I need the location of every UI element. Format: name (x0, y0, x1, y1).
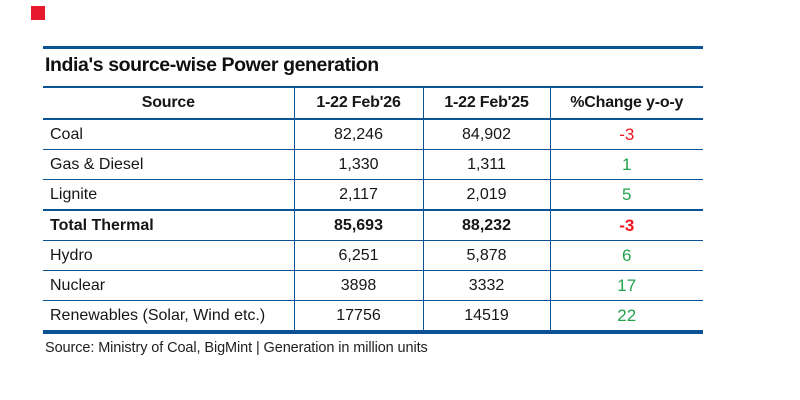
table-row: Nuclear 3898 3332 17 (43, 270, 703, 301)
table-header-row: Source 1-22 Feb'26 1-22 Feb'25 %Change y… (43, 87, 703, 120)
cell-change: 1 (549, 149, 703, 180)
cell-source: Hydro (43, 240, 294, 271)
cell-feb26: 3898 (293, 270, 423, 301)
table-row: Renewables (Solar, Wind etc.) 17756 14519 2… (43, 300, 703, 332)
cell-source: Gas & Diesel (43, 149, 294, 180)
column-header-feb26: 1-22 Feb'26 (293, 87, 423, 120)
cell-source: Total Thermal (43, 209, 294, 241)
cell-feb25: 88,232 (422, 209, 550, 241)
power-generation-table: Source 1-22 Feb'26 1-22 Feb'25 %Change y… (43, 86, 703, 334)
page-title: India's source-wise Power generation (45, 54, 379, 76)
cell-source: Lignite (43, 179, 294, 210)
column-header-feb25: 1-22 Feb'25 (422, 87, 550, 120)
cell-feb26: 6,251 (293, 240, 423, 271)
table-body: Coal 82,246 84,902 -3 Gas & Diesel 1,330 1,311… (43, 119, 703, 332)
table-row: Total Thermal 85,693 88,232 -3 (43, 209, 703, 241)
cell-feb25: 1,311 (422, 149, 550, 180)
cell-feb26: 82,246 (293, 119, 423, 150)
cell-feb25: 2,019 (422, 179, 550, 210)
cell-source: Nuclear (43, 270, 294, 301)
source-note: Source: Ministry of Coal, BigMint | Gene… (45, 340, 428, 356)
infographic-sheet: India's source-wise Power generation Sou… (43, 46, 703, 356)
cell-change: 22 (549, 300, 703, 332)
cell-change: 6 (549, 240, 703, 271)
title-top-rule (43, 46, 703, 49)
cell-change: -3 (549, 209, 703, 241)
cell-feb26: 2,117 (293, 179, 423, 210)
table-row: Hydro 6,251 5,878 6 (43, 240, 703, 271)
red-marker-icon (31, 6, 45, 20)
cell-feb25: 5,878 (422, 240, 550, 271)
cell-feb26: 85,693 (293, 209, 423, 241)
table-row: Gas & Diesel 1,330 1,311 1 (43, 149, 703, 180)
table-row: Lignite 2,117 2,019 5 (43, 179, 703, 210)
column-header-source: Source (43, 87, 294, 120)
cell-source: Coal (50, 125, 83, 143)
cell-feb26: 17756 (293, 300, 423, 332)
table-row: Coal 82,246 84,902 -3 (43, 119, 703, 150)
cell-change: -3 (549, 119, 703, 150)
cell-feb25: 14519 (422, 300, 550, 332)
cell-feb26: 1,330 (293, 149, 423, 180)
cell-feb25: 3332 (422, 270, 550, 301)
cell-change: 17 (549, 270, 703, 301)
cell-change: 5 (549, 179, 703, 210)
cell-feb25: 84,902 (422, 119, 550, 150)
cell-source: Renewables (Solar, Wind etc.) (43, 300, 294, 332)
column-header-change: %Change y-o-y (549, 87, 703, 120)
